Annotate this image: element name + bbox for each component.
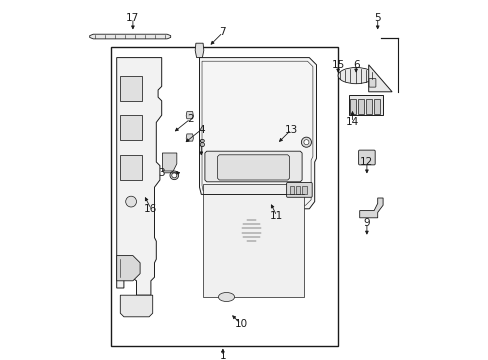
Polygon shape (199, 58, 316, 209)
Circle shape (171, 173, 177, 178)
Polygon shape (89, 34, 170, 39)
Polygon shape (186, 134, 193, 141)
Bar (295, 186, 300, 194)
Ellipse shape (239, 216, 264, 245)
Bar (373, 99, 379, 114)
Polygon shape (162, 153, 177, 171)
Bar (111, 47, 337, 346)
Polygon shape (368, 65, 391, 92)
Polygon shape (120, 295, 152, 317)
Text: 6: 6 (352, 60, 359, 70)
Text: 13: 13 (284, 125, 297, 135)
Text: 4: 4 (198, 125, 204, 135)
Bar (120, 115, 142, 140)
Bar (302, 186, 306, 194)
Polygon shape (195, 43, 203, 58)
FancyBboxPatch shape (348, 95, 382, 115)
Text: 14: 14 (345, 117, 358, 127)
Ellipse shape (218, 292, 234, 302)
Text: 5: 5 (374, 13, 380, 23)
Circle shape (303, 140, 308, 145)
Bar (120, 155, 142, 180)
Text: 1: 1 (219, 351, 226, 360)
Bar (120, 76, 142, 101)
Bar (203, 184, 302, 194)
Circle shape (301, 137, 311, 147)
Circle shape (125, 196, 136, 207)
Bar (203, 194, 303, 297)
Text: 7: 7 (219, 27, 226, 37)
Text: 12: 12 (360, 157, 373, 167)
Bar (365, 99, 371, 114)
Bar (349, 99, 355, 114)
Text: 11: 11 (270, 211, 283, 221)
Polygon shape (359, 198, 382, 218)
Polygon shape (204, 151, 302, 182)
Text: 16: 16 (144, 204, 157, 214)
Circle shape (170, 171, 178, 180)
Polygon shape (117, 58, 162, 295)
Polygon shape (186, 112, 193, 119)
Text: 17: 17 (126, 13, 139, 23)
FancyBboxPatch shape (358, 150, 374, 165)
FancyBboxPatch shape (368, 78, 375, 87)
Polygon shape (117, 256, 140, 281)
Bar (357, 99, 363, 114)
Text: 2: 2 (187, 114, 193, 124)
Text: 10: 10 (234, 319, 247, 329)
Text: 8: 8 (198, 139, 204, 149)
Text: 15: 15 (331, 60, 344, 70)
Polygon shape (217, 155, 289, 180)
Ellipse shape (337, 67, 373, 84)
FancyBboxPatch shape (286, 183, 311, 197)
Text: 9: 9 (363, 218, 369, 228)
Text: 3: 3 (158, 168, 164, 178)
Bar (289, 186, 293, 194)
